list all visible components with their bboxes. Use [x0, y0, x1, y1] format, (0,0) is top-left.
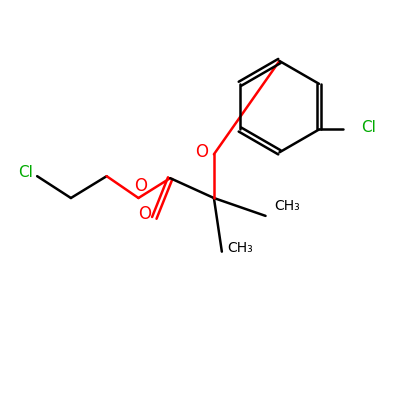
Text: Cl: Cl [18, 165, 33, 180]
Text: O: O [196, 143, 208, 161]
Text: CH₃: CH₃ [227, 241, 252, 255]
Text: CH₃: CH₃ [274, 199, 300, 213]
Text: O: O [134, 177, 147, 195]
Text: Cl: Cl [361, 120, 376, 135]
Text: O: O [138, 205, 151, 223]
